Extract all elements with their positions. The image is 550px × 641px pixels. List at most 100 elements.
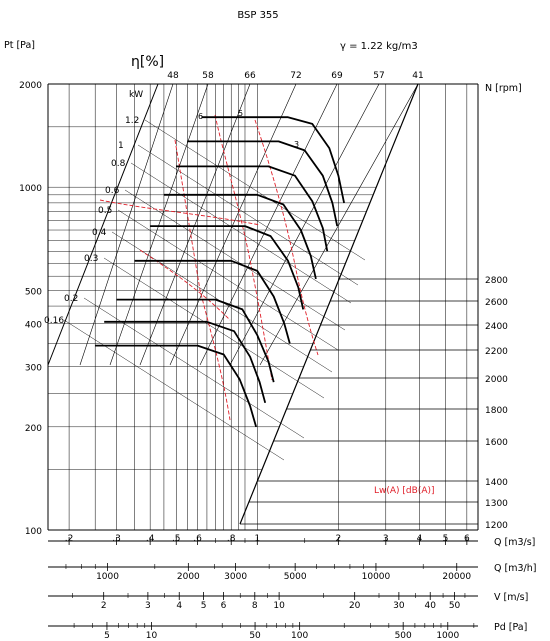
bottom-tick-label: 50 [249,631,261,641]
kw-tick-label: 0.5 [98,206,112,216]
bottom-tick-label: 2000 [177,572,200,582]
kw-line [63,319,285,461]
bottom-tick-label: 40 [425,601,437,611]
kw-tick-label: 0.4 [92,228,107,238]
rpm-tick-label: 2600 [485,298,508,308]
bottom-tick-label: 8 [252,601,258,611]
rpm-curves: 6 5 3 [95,109,345,428]
bottom-tick-label: 10000 [362,572,391,582]
rpm-tick-label: 2200 [485,347,508,357]
rpm-tick-label: 1300 [485,499,508,509]
rpm-tick-label: 1800 [485,406,508,416]
bottom-tick-label: 20 [349,601,361,611]
efficiency-tick-label: 69 [331,71,343,81]
bottom-tick-label: 10 [146,631,158,641]
efficiency-line [199,83,338,366]
efficiency-line [169,83,297,366]
curve-point-label: 5 [238,109,243,118]
bottom-tick-label: 500 [395,631,412,641]
efficiency-line [79,83,174,366]
rpm-curve [134,259,291,344]
rpm-curve [116,298,275,383]
kw-line [103,257,325,399]
sound-curve [174,139,231,421]
efficiency-lines: 48 58 66 72 69 57 41 [79,71,424,366]
sound-curve [139,249,231,321]
y-tick-label: 100 [25,527,42,537]
curve-point-label: 6 [198,112,203,121]
y-tick-label: 300 [25,363,42,373]
rpm-tick-label: 1400 [485,478,508,488]
sound-power-label: Lw(A) [dB(A)] [374,486,435,496]
density-label: γ = 1.22 kg/m3 [340,41,418,52]
sound-curve [254,119,319,356]
bottom-tick-label: 1000 [436,631,459,641]
bottom-tick-label: 1000 [96,572,119,582]
bottom-tick-label: .3 [112,534,121,544]
kw-line [137,144,359,286]
kw-line [124,189,346,331]
bottom-tick-label: 4 [417,534,423,544]
efficiency-line [139,83,251,366]
rpm-curve [104,320,267,404]
bottom-tick-label: 3 [145,601,151,611]
bottom-tick-label: 50 [449,601,461,611]
efficiency-tick-label: 66 [244,71,256,81]
rpm-tick-label: 1200 [485,521,508,531]
efficiency-tick-label: 41 [412,71,423,81]
bottom-tick-label: 3 [383,534,389,544]
y-tick-label: 2000 [19,81,42,91]
rpm-curve [201,116,345,204]
kw-label: kW [129,90,143,100]
rpm-curve [163,193,317,280]
bottom-axis-label: Q [m3/s] [494,537,535,548]
efficiency-line [259,83,419,366]
bottom-axis-label: V [m/s] [494,592,528,603]
bottom-tick-label: .4 [146,534,155,544]
rpm-curve [95,344,257,428]
kw-line [130,162,352,304]
bottom-tick-label: 30 [393,601,405,611]
rpm-curve [150,225,305,310]
chart-title: BSP 355 [237,10,278,21]
bottom-tick-label: 5000 [284,572,307,582]
efficiency-tick-label: 57 [373,71,384,81]
efficiency-tick-label: 72 [290,71,301,81]
sound-curves [99,114,319,421]
bottom-tick-label: 6 [221,601,227,611]
bottom-tick-label: .6 [193,534,202,544]
kw-tick-label: 0.3 [84,254,98,264]
bottom-tick-label: .2 [65,534,74,544]
chart-grid [47,83,479,531]
kw-line [144,119,366,261]
bottom-axis-label: Pd [Pa] [494,622,527,633]
bottom-axes: .2 .3 .4 .5 .6 .8 1 2 3 4 5 6 Q [m3/s] 1000 2000 3000 50… [48,534,536,641]
y-tick-label: 500 [25,287,42,297]
rpm-tick-label: 2400 [485,322,508,332]
y-axis-label: Pt [Pa] [4,40,35,51]
efficiency-label: η[%] [131,54,164,70]
curve-point-label: 3 [294,140,299,149]
sound-curve [99,199,261,226]
kw-tick-label: 0.6 [105,186,120,196]
bottom-tick-label: 5 [443,534,449,544]
y-tick-label: 1000 [19,184,42,194]
bottom-tick-label: 5 [104,631,110,641]
bottom-tick-label: 2 [101,601,107,611]
kw-line [117,209,339,351]
tick-labels: 2000 1000 500 400 300 200 100 [19,81,42,537]
bottom-tick-label: 5 [201,601,207,611]
rpm-axis-label: N [rpm] [485,83,522,94]
efficiency-line [229,83,380,366]
bottom-tick-label: 100 [291,631,308,641]
rpm-tick-label: 2800 [485,276,508,286]
bottom-tick-label: 6 [464,534,470,544]
rpm-tick-label: 2000 [485,375,508,385]
bottom-tick-label: 2 [336,534,342,544]
y-tick-label: 200 [25,424,42,434]
power-lines: 1.2 1 0.8 0.6 0.5 0.4 0.3 0.2 0.16 [44,116,366,461]
kw-tick-label: 1.2 [125,116,139,126]
efficiency-tick-label: 48 [167,71,179,81]
left-boundary [47,83,159,366]
